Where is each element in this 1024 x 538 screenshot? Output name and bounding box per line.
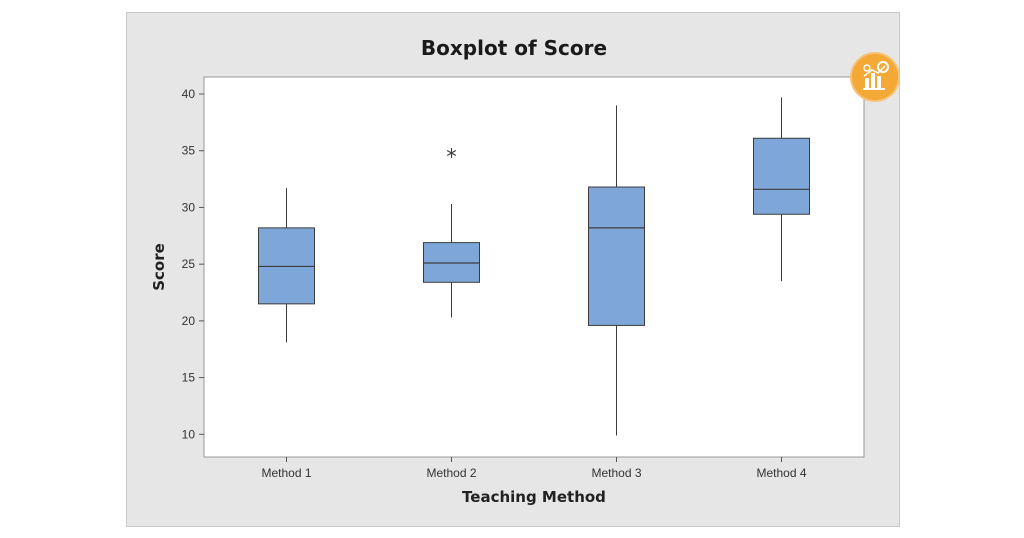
x-axis-ticks: Method 1 Method 2 Method 3 Method 4 [261,457,807,480]
analytics-badge-icon [852,54,898,100]
y-axis-ticks: 10 15 20 25 30 35 40 [182,87,204,441]
chart-frame: Boxplot of Score Teaching Method Score 1… [126,12,900,527]
outlier-marker [446,148,457,158]
x-tick-label: Method 2 [426,466,476,480]
x-tick-label: Method 3 [591,466,641,480]
x-tick-label: Method 4 [756,466,806,480]
x-tick-label: Method 1 [261,466,311,480]
box-4 [753,97,810,282]
box-body [588,186,645,326]
box-2 [423,148,480,318]
x-axis-title: Teaching Method [462,488,606,506]
y-tick-label: 15 [182,371,196,385]
y-tick-label: 40 [182,87,196,101]
boxplot-chart: Boxplot of Score Teaching Method Score 1… [150,36,865,506]
box-3 [588,105,645,436]
box-body [753,137,810,215]
analytics-chart-icon [863,61,889,90]
y-tick-label: 25 [182,257,196,271]
box-1 [258,188,315,343]
chart-title: Boxplot of Score [421,36,607,60]
y-tick-label: 35 [182,144,196,158]
box-series [258,97,810,436]
y-tick-label: 10 [182,427,196,441]
y-tick-label: 20 [182,314,196,328]
outlier-stroke [446,149,457,157]
y-tick-label: 30 [182,200,196,214]
y-axis-title: Score [150,243,168,291]
